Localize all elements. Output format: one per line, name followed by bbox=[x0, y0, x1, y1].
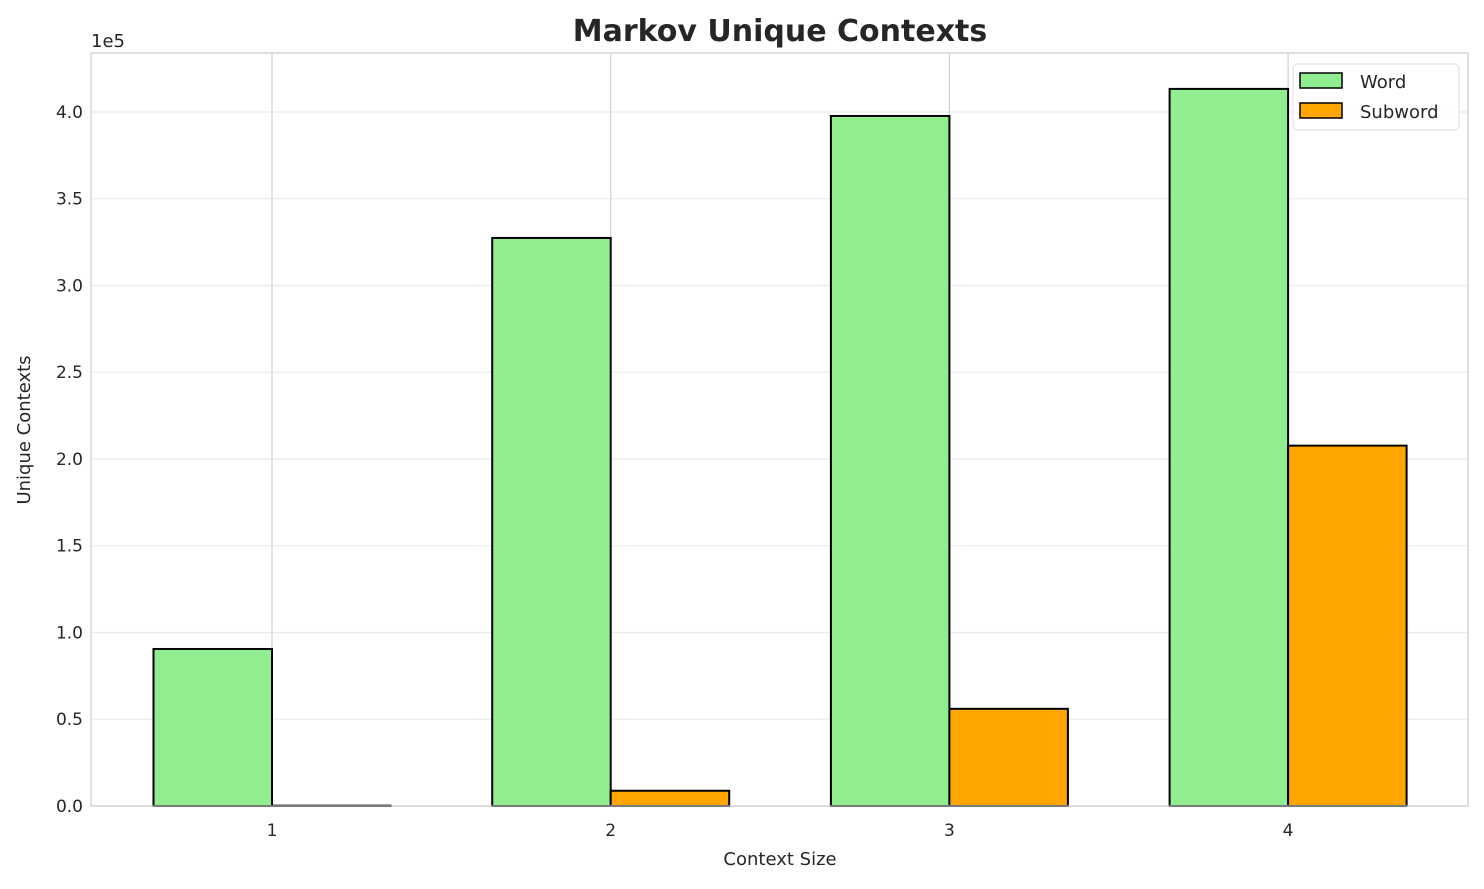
chart-title: Markov Unique Contexts bbox=[573, 14, 988, 49]
bar-word-4 bbox=[1170, 89, 1289, 806]
y-tick-label: 2.5 bbox=[56, 363, 83, 383]
x-tick-label: 3 bbox=[944, 821, 955, 841]
y-tick-label: 0.0 bbox=[56, 797, 83, 817]
y-axis-label: Unique Contexts bbox=[14, 355, 35, 504]
y-tick-label: 1.0 bbox=[56, 623, 83, 643]
y-tick-label: 1.5 bbox=[56, 537, 83, 557]
bar-word-2 bbox=[492, 238, 611, 806]
bars bbox=[154, 89, 1407, 806]
x-axis-label: Context Size bbox=[723, 849, 836, 870]
y-tick-label: 0.5 bbox=[56, 710, 83, 730]
x-tick-label: 2 bbox=[605, 821, 616, 841]
y-tick-label: 2.0 bbox=[56, 450, 83, 470]
legend-swatch-subword bbox=[1300, 103, 1342, 118]
bar-subword-4 bbox=[1288, 446, 1407, 806]
x-tick-label: 1 bbox=[267, 821, 278, 841]
bar-word-1 bbox=[154, 649, 273, 806]
y-offset-label: 1e5 bbox=[91, 31, 125, 52]
legend: Word Subword bbox=[1293, 64, 1459, 130]
legend-label-word: Word bbox=[1360, 72, 1406, 93]
x-tick-label: 4 bbox=[1283, 821, 1294, 841]
y-tick-label: 4.0 bbox=[56, 103, 83, 123]
y-tick-label: 3.5 bbox=[56, 190, 83, 210]
y-tick-label: 3.0 bbox=[56, 276, 83, 296]
legend-label-subword: Subword bbox=[1360, 102, 1439, 123]
bar-word-3 bbox=[831, 116, 950, 806]
bar-subword-2 bbox=[611, 791, 730, 806]
bar-subword-3 bbox=[949, 709, 1068, 806]
legend-swatch-word bbox=[1300, 73, 1342, 88]
